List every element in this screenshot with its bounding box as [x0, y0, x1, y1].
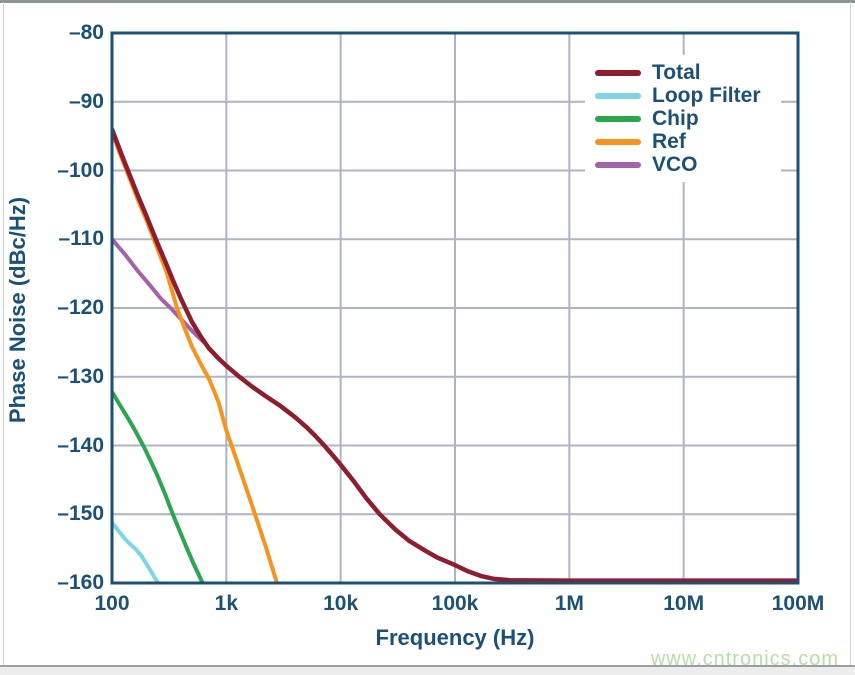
y-tick-label: –150: [57, 502, 104, 526]
legend-swatch-chip: [595, 115, 641, 122]
legend-label: Ref: [652, 129, 686, 153]
series-line-total: [112, 127, 798, 583]
y-axis-title: Phase Noise (dBc/Hz): [5, 196, 30, 424]
x-tick-label: 100k: [431, 592, 479, 615]
chart-legend: Total Loop Filter Chip Ref VCO: [585, 55, 781, 182]
series-line-vco: [112, 237, 207, 345]
page-right-border: [850, 2, 851, 666]
page-bottom-border: [0, 665, 855, 667]
plot-frame: [110, 31, 800, 585]
legend-label: Total: [652, 60, 701, 84]
legend-label: VCO: [652, 152, 698, 176]
x-tick-label: 1k: [214, 592, 238, 615]
series-line-loop-filter: [112, 520, 160, 583]
x-axis-title: Frequency (Hz): [375, 625, 535, 650]
legend-item: Total: [595, 61, 781, 84]
y-tick-label: –110: [58, 227, 104, 251]
legend-swatch-loop-filter: [595, 92, 641, 99]
watermark-text: www.cntronics.com: [650, 648, 839, 670]
x-tick-label: 1M: [554, 592, 584, 615]
legend-swatch-ref: [595, 138, 641, 145]
x-tick-label: 10M: [663, 592, 705, 615]
y-tick-label: –160: [57, 571, 104, 594]
legend-swatch-vco: [595, 161, 641, 168]
x-tick-label: 100M: [771, 592, 825, 615]
series-line-ref: [112, 130, 279, 583]
legend-label: Loop Filter: [652, 83, 761, 107]
y-tick-label: –130: [57, 364, 104, 388]
legend-swatch-total: [595, 69, 641, 76]
y-tick-label: –90: [68, 89, 104, 113]
page-top-strip: [0, 0, 855, 3]
page-left-border: [3, 2, 4, 666]
legend-item: Loop Filter: [595, 84, 781, 107]
y-tick-label: –100: [57, 158, 104, 182]
x-tick-label: 10k: [323, 592, 359, 615]
legend-item: VCO: [595, 153, 781, 176]
page-bottom-strip: [0, 667, 855, 675]
legend-label: Chip: [652, 106, 699, 130]
legend-item: Chip: [595, 107, 781, 130]
series-line-chip: [112, 389, 205, 583]
y-tick-label: –140: [57, 433, 104, 457]
y-tick-label: –80: [68, 21, 104, 44]
x-tick-label: 100: [94, 592, 130, 615]
legend-item: Ref: [595, 130, 781, 153]
y-tick-label: –120: [57, 296, 104, 319]
